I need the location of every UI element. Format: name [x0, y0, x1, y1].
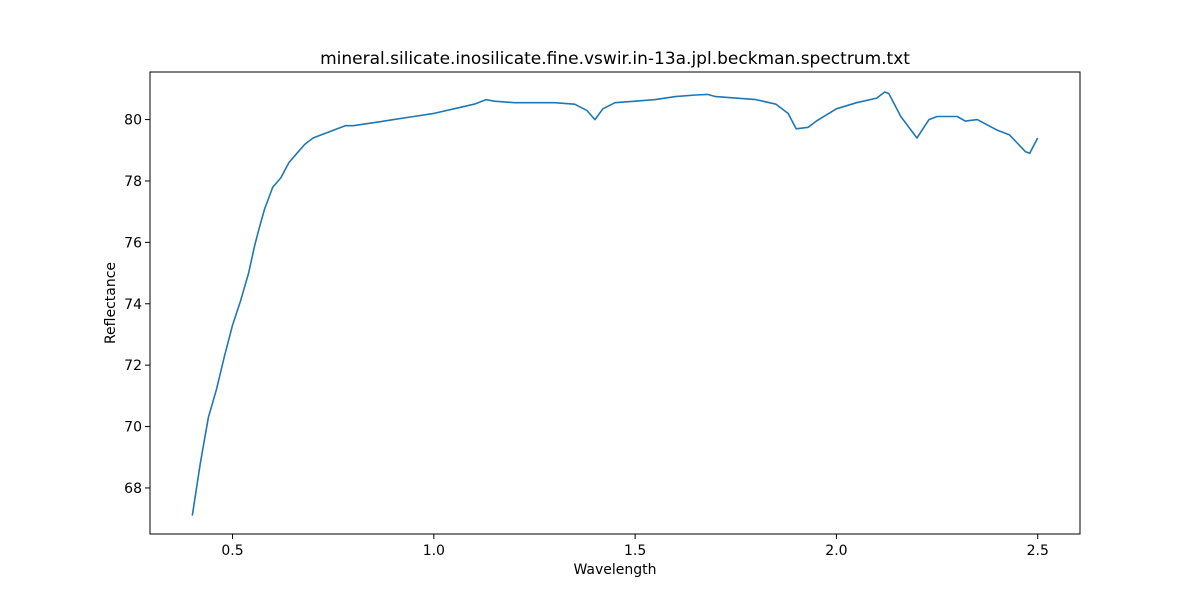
- x-tick-label: 1.0: [423, 543, 445, 559]
- y-tick-label: 74: [124, 297, 142, 313]
- y-axis-label: Reflectance: [103, 262, 119, 344]
- plot-area: [150, 72, 1080, 534]
- y-tick-label: 76: [124, 235, 142, 251]
- x-tick-label: 1.5: [624, 543, 646, 559]
- x-tick-label: 2.0: [825, 543, 847, 559]
- y-axis: 68 70 72 74 76 78 80: [124, 113, 150, 497]
- y-tick-label: 78: [124, 174, 142, 190]
- series-line: [191, 91, 1039, 516]
- x-axis: 0.5 1.0 1.5 2.0 2.5: [221, 534, 1049, 559]
- y-tick-label: 80: [124, 113, 142, 129]
- x-tick-label: 2.5: [1027, 543, 1049, 559]
- y-tick-label: 68: [124, 481, 142, 497]
- y-tick-label: 72: [124, 358, 142, 374]
- x-tick-label: 0.5: [221, 543, 243, 559]
- series-layer: [191, 91, 1039, 516]
- plot-frame: [149, 71, 1081, 535]
- x-axis-label: Wavelength: [573, 562, 656, 578]
- y-tick-label: 70: [124, 420, 142, 436]
- chart-title: mineral.silicate.inosilicate.fine.vswir.…: [320, 49, 910, 69]
